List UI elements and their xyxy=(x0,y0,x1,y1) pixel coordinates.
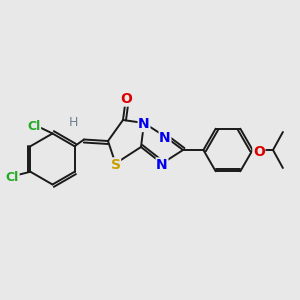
Text: N: N xyxy=(159,131,171,145)
Text: H: H xyxy=(69,116,78,130)
Text: N: N xyxy=(156,158,168,172)
Text: O: O xyxy=(253,145,265,158)
Text: Cl: Cl xyxy=(6,171,19,184)
Text: S: S xyxy=(110,158,121,172)
Text: N: N xyxy=(138,118,150,131)
Text: O: O xyxy=(120,92,132,106)
Text: Cl: Cl xyxy=(27,119,40,133)
